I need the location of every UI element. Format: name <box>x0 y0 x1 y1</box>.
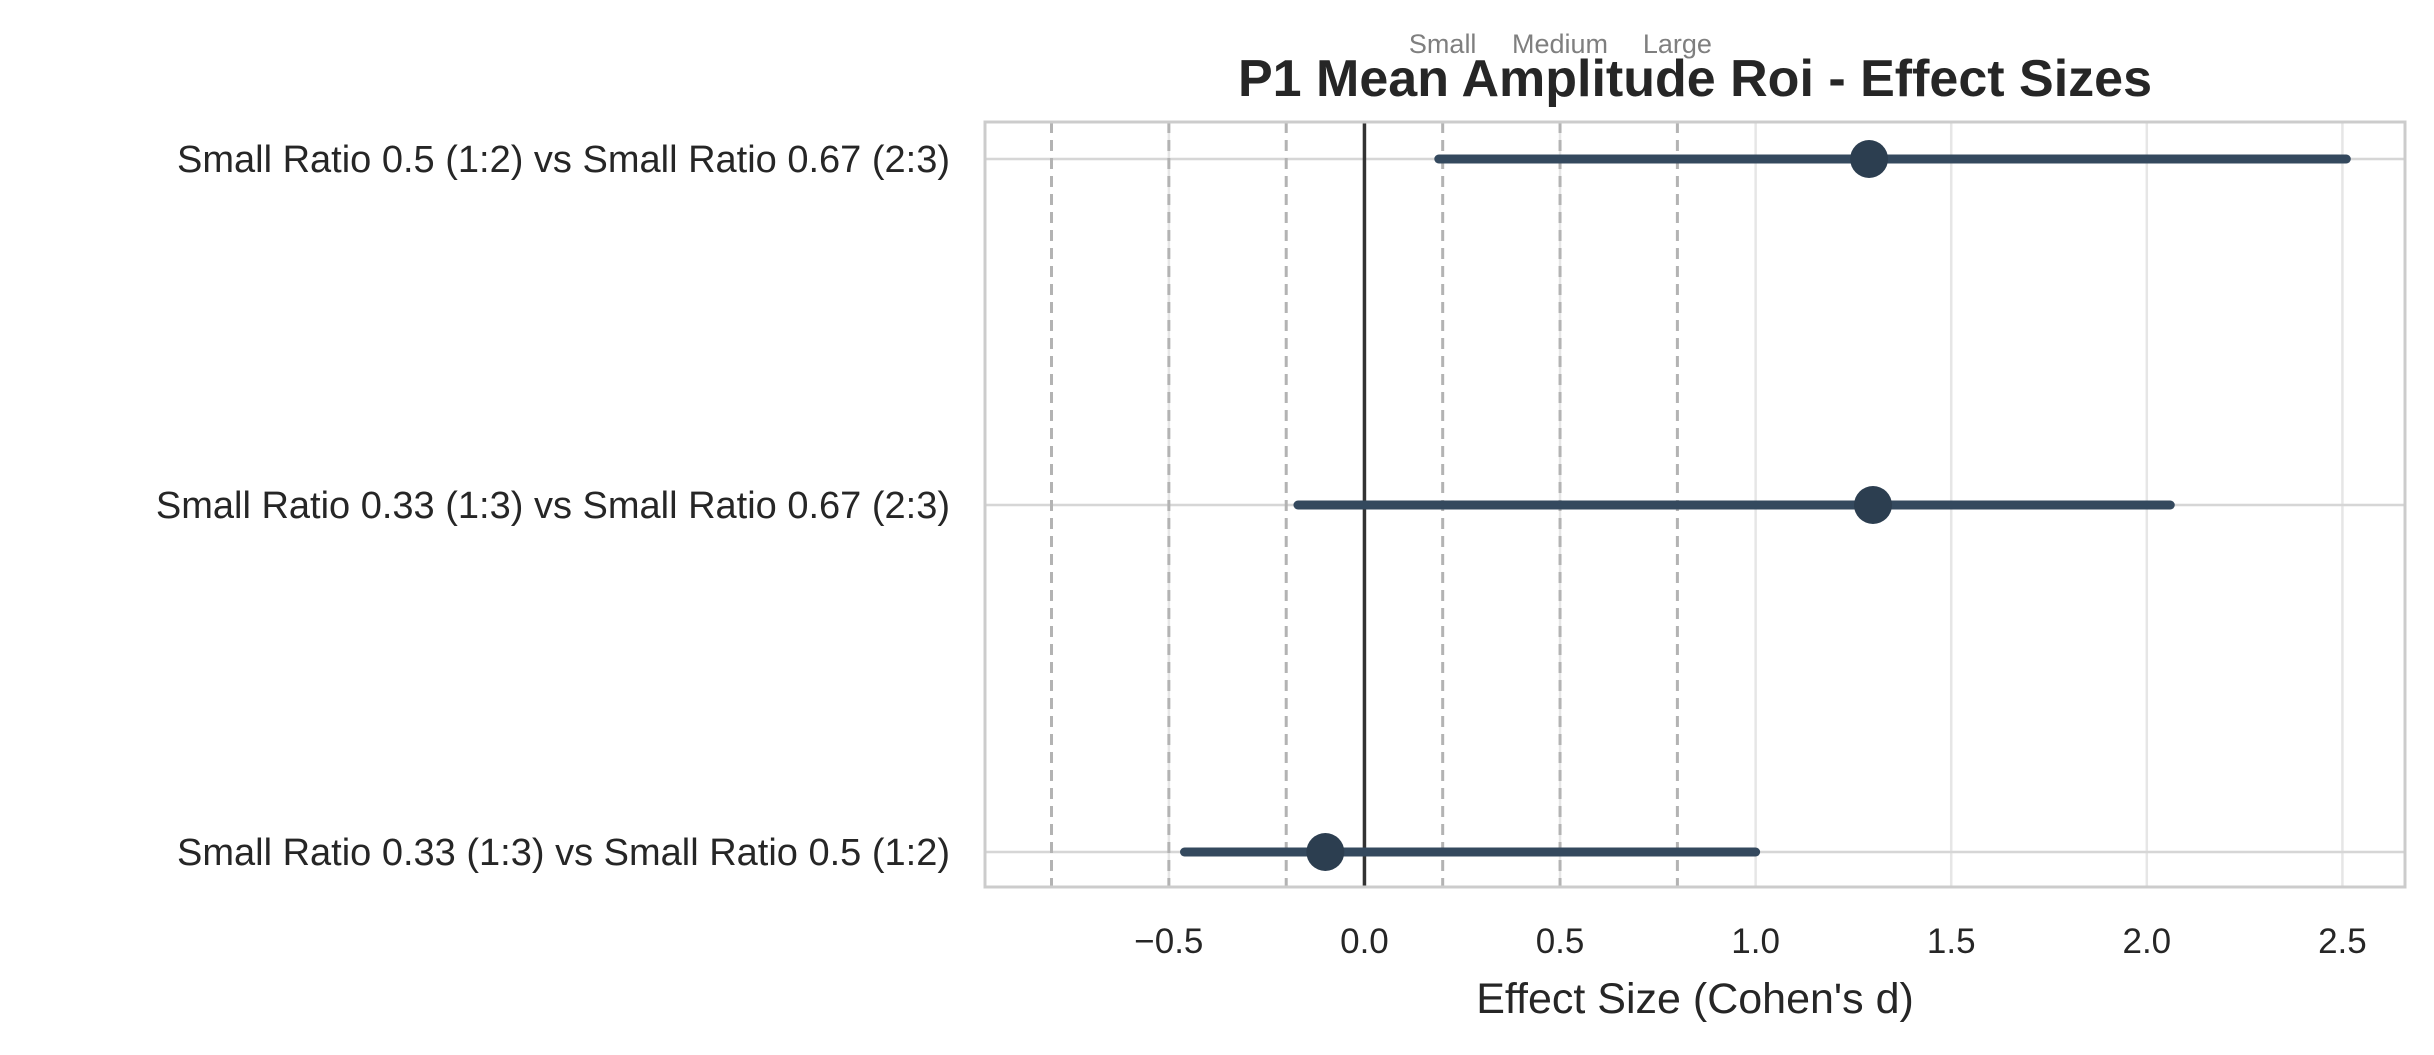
x-axis-label: Effect Size (Cohen's d) <box>1476 975 1914 1023</box>
x-tick-label-4: 1.5 <box>1927 922 1976 961</box>
x-tick-label-6: 2.5 <box>2318 922 2367 961</box>
threshold-label-1: Medium <box>1512 29 1608 59</box>
effect-point-2 <box>1306 833 1345 871</box>
comparison-label-0: Small Ratio 0.5 (1:2) vs Small Ratio 0.6… <box>177 139 950 181</box>
effect-point-1 <box>1853 486 1892 524</box>
threshold-label-0: Small <box>1409 29 1477 59</box>
x-tick-label-0: −0.5 <box>1134 922 1203 961</box>
x-tick-labels: −0.5 0.0 0.5 1.0 1.5 2.0 2.5 <box>1134 922 2366 961</box>
effect-point-0 <box>1850 140 1889 178</box>
x-tick-label-2: 0.5 <box>1536 922 1585 961</box>
plot-frame <box>983 120 2407 889</box>
comparison-label-1: Small Ratio 0.33 (1:3) vs Small Ratio 0.… <box>156 485 950 527</box>
threshold-label-2: Large <box>1643 29 1712 59</box>
effect-points <box>1306 140 1892 871</box>
confidence-intervals <box>1180 154 2351 857</box>
comparison-labels: Small Ratio 0.5 (1:2) vs Small Ratio 0.6… <box>156 139 950 874</box>
x-tick-label-5: 2.0 <box>2122 922 2171 961</box>
x-tick-label-1: 0.0 <box>1340 922 1389 961</box>
x-tick-label-3: 1.0 <box>1731 922 1780 961</box>
chart-title: P1 Mean Amplitude Roi - Effect Sizes <box>1238 50 2152 108</box>
comparison-label-2: Small Ratio 0.33 (1:3) vs Small Ratio 0.… <box>177 832 950 874</box>
threshold-labels: Small Medium Large <box>1409 29 1712 59</box>
